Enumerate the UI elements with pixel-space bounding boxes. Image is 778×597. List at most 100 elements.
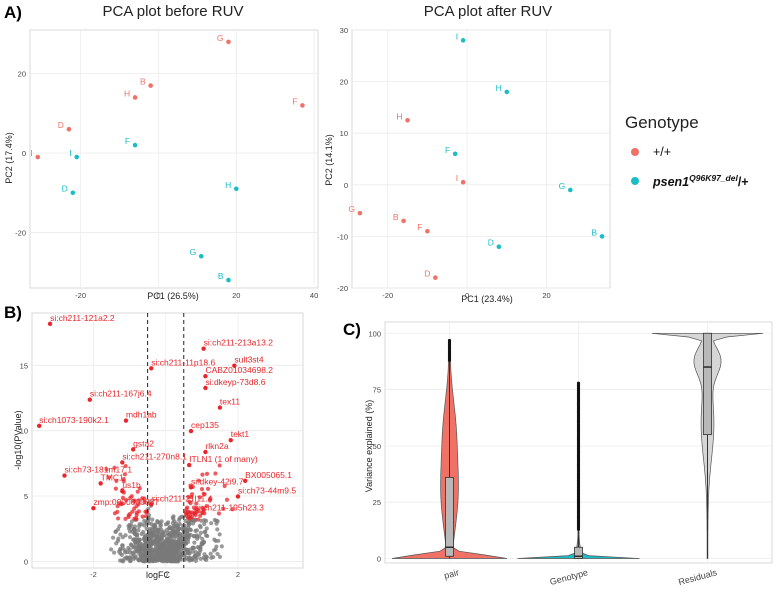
volcano-labelled-point — [188, 485, 194, 490]
volcano-point — [194, 501, 199, 506]
volcano-point — [191, 505, 197, 510]
volcano-point — [118, 546, 123, 552]
volcano-point — [112, 465, 117, 470]
volcano-point — [170, 520, 175, 526]
volcano-point — [187, 499, 192, 504]
volcano-point — [141, 529, 146, 535]
genotype-legend: Genotype +/+ psen1Q96K97_del/+ — [625, 113, 749, 189]
volcano-gene-label: us1b — [122, 480, 141, 490]
volcano-point — [183, 518, 188, 524]
volcano-point — [213, 547, 218, 552]
pca-after-point — [460, 179, 466, 185]
volcano-xlabel: logFC — [146, 570, 171, 580]
pca-after-point — [599, 234, 605, 239]
volcano-point — [159, 558, 164, 563]
pca-before-point — [233, 186, 239, 192]
volcano-point — [202, 492, 207, 497]
violin-ytick-label: 25 — [373, 498, 381, 507]
volcano-labelled-point — [120, 460, 125, 465]
pca-before-ylabel: PC2 (17.4%) — [4, 132, 14, 184]
volcano-point — [118, 532, 123, 537]
volcano-point — [157, 547, 162, 552]
pca-before-point — [74, 154, 80, 160]
volcano-point — [144, 526, 149, 531]
volcano-point — [171, 554, 176, 560]
pca-after-point — [401, 218, 406, 224]
pca-after-point-label: H — [496, 83, 502, 93]
volcano-point — [126, 513, 131, 518]
pca-before-point — [66, 126, 72, 132]
volcano-gene-label: si:ch73-44m9.5 — [238, 485, 296, 495]
pca-before-xlabel: PC1 (26.5%) — [147, 291, 199, 301]
volcano-point — [208, 551, 213, 556]
volcano-gene-label: tekt1 — [231, 429, 250, 439]
volcano-point — [141, 536, 147, 541]
volcano-xtick-label: -2 — [90, 570, 97, 579]
violin-box-genotype — [574, 546, 583, 559]
violin-ytick-label: 0 — [377, 554, 381, 563]
volcano-gene-label: gsta2 — [133, 438, 154, 448]
legend-label-mut-sup: Q96K97_del — [689, 173, 738, 183]
pca-after-point-label: D — [488, 238, 494, 248]
pca-before-point — [35, 154, 41, 160]
volcano-point — [158, 524, 163, 529]
pca-after-ylabel: PC2 (14.1%) — [324, 134, 334, 186]
volcano-point — [186, 533, 191, 539]
pca-after-point-label: F — [445, 145, 450, 155]
volcano-point — [112, 550, 117, 555]
volcano-point — [167, 524, 173, 530]
volcano-gene-label: zmp:0000000637 — [93, 497, 159, 507]
legend-label-mut-gene: psen1 — [652, 175, 689, 189]
pca-before-point-label: F — [125, 136, 130, 146]
volcano-labelled-point — [186, 462, 192, 468]
volcano-point — [126, 523, 131, 528]
volcano-point — [189, 514, 195, 520]
volcano-point — [150, 517, 155, 522]
volcano-point — [200, 536, 205, 542]
legend-title: Genotype — [625, 113, 699, 132]
pca-after-chart: PCA plot after RUV PC1 (23.4%) PC2 (14.1… — [324, 3, 611, 304]
volcano-point — [137, 558, 142, 563]
volcano-point — [146, 515, 151, 520]
volcano-point — [156, 531, 162, 536]
volcano-point — [133, 516, 139, 521]
pca-after-ytick-label: 20 — [340, 78, 348, 87]
volcano-point — [120, 495, 126, 500]
volcano-point — [199, 518, 204, 523]
volcano-point — [153, 552, 158, 557]
volcano-point — [191, 555, 196, 560]
volcano-point — [147, 537, 153, 542]
volcano-labelled-point — [91, 506, 96, 511]
volcano-point — [167, 544, 172, 550]
pca-before-point — [132, 95, 138, 100]
pca-after-point — [433, 275, 438, 280]
pca-before-point-label: H — [124, 88, 130, 98]
volcano-point — [161, 554, 166, 559]
pca-before-point-label: I — [30, 148, 32, 158]
pca-after-point — [568, 187, 573, 193]
volcano-point — [200, 472, 205, 477]
legend-label-mut-tail: /+ — [738, 175, 749, 189]
volcano-point — [126, 545, 131, 550]
volcano-point — [215, 527, 220, 532]
volcano-point — [193, 528, 198, 533]
volcano-point — [217, 463, 222, 468]
pca-before-point-label: F — [292, 96, 297, 106]
volcano-point — [142, 542, 148, 548]
legend-label-mut: psen1Q96K97_del/+ — [652, 173, 749, 189]
volcano-point — [202, 552, 207, 557]
pca-before-xtick-label: 20 — [232, 291, 240, 300]
volcano-point — [192, 518, 198, 523]
volcano-point — [204, 471, 210, 476]
pca-before-ytick-label: 0 — [22, 149, 26, 158]
volcano-labelled-point — [149, 502, 154, 507]
volcano-ylabel: -log10(PValue) — [13, 410, 23, 469]
volcano-point — [142, 555, 148, 560]
volcano-point — [113, 529, 119, 534]
volcano-point — [157, 543, 162, 548]
volcano-gene-label: si:ch211-21l11.4 — [151, 493, 212, 503]
volcano-point — [174, 529, 179, 534]
volcano-point — [155, 536, 161, 542]
volcano-point — [179, 533, 185, 538]
volcano-point — [142, 500, 147, 505]
